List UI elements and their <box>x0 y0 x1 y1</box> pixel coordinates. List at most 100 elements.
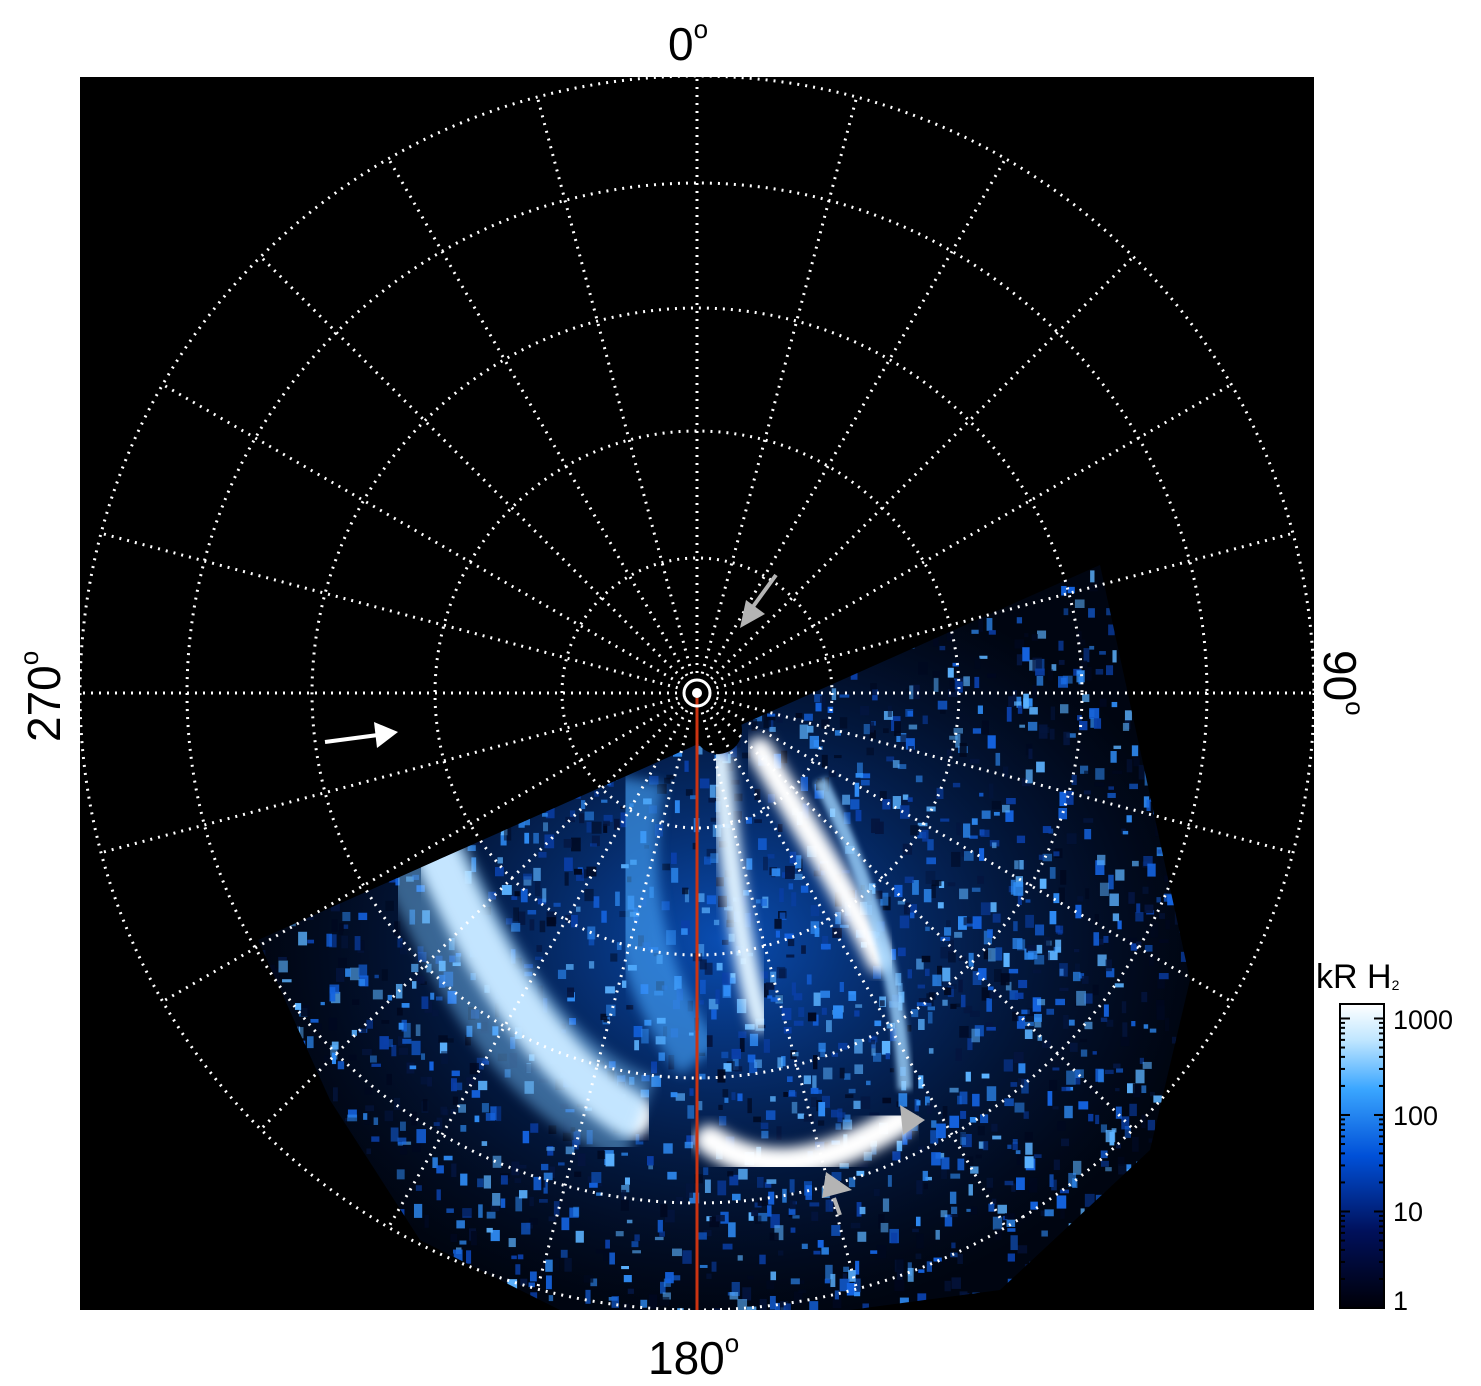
emission-speckle <box>832 1293 842 1309</box>
emission-speckle <box>1144 904 1154 914</box>
emission-speckle <box>523 876 532 886</box>
emission-speckle <box>817 1239 824 1248</box>
emission-speckle <box>776 713 783 723</box>
emission-speckle <box>329 987 336 1002</box>
emission-speckle <box>793 1020 804 1026</box>
emission-speckle <box>842 794 851 805</box>
emission-speckle <box>1089 645 1095 650</box>
emission-speckle <box>1133 757 1140 767</box>
emission-speckle <box>791 982 796 996</box>
emission-speckle <box>830 1109 839 1118</box>
emission-speckle <box>703 1229 712 1237</box>
grid-meridian <box>535 711 694 1290</box>
emission-speckle <box>432 1009 439 1017</box>
emission-speckle <box>330 991 341 1004</box>
emission-speckle <box>949 1191 957 1204</box>
emission-speckle <box>846 1282 856 1296</box>
emission-speckle <box>848 1177 856 1188</box>
emission-speckle <box>1115 869 1125 881</box>
emission-speckle <box>1101 1309 1109 1310</box>
emission-speckle <box>1036 944 1043 954</box>
emission-speckle <box>946 920 951 928</box>
grid-meridian <box>715 696 1294 855</box>
emission-speckle <box>659 1231 665 1237</box>
emission-speckle <box>1075 904 1082 919</box>
emission-speckle <box>541 1163 549 1171</box>
emission-speckle <box>544 834 555 849</box>
label-180-deg: 180o <box>648 1328 740 1384</box>
emission-speckle <box>948 951 956 963</box>
emission-speckle <box>942 999 948 1006</box>
emission-speckle <box>587 1176 595 1183</box>
emission-speckle <box>486 1211 496 1219</box>
emission-speckle <box>887 705 892 718</box>
emission-speckle <box>767 995 773 999</box>
emission-speckle <box>730 977 736 984</box>
emission-speckle <box>1037 630 1047 639</box>
white-arrow <box>324 722 398 748</box>
emission-speckle <box>953 678 963 693</box>
grid-meridian <box>259 706 684 1131</box>
emission-speckle <box>1103 1004 1109 1017</box>
emission-speckle <box>347 1114 358 1122</box>
emission-speckle <box>386 1073 392 1086</box>
emission-speckle <box>698 1073 706 1080</box>
emission-speckle <box>421 1053 426 1060</box>
emission-speckle <box>1011 1183 1016 1192</box>
emission-speckle <box>951 851 961 867</box>
emission-speckle <box>771 868 781 877</box>
emission-speckle <box>775 1302 780 1310</box>
emission-speckle <box>933 677 939 692</box>
emission-speckle <box>572 1140 579 1150</box>
emission-speckle <box>1015 1150 1021 1155</box>
emission-speckle <box>759 1319 768 1329</box>
emission-speckle <box>400 1121 406 1131</box>
emission-speckle <box>1015 876 1023 887</box>
emission-speckle <box>1060 1207 1065 1219</box>
emission-speckle <box>1016 835 1026 844</box>
emission-speckle <box>471 1090 481 1098</box>
emission-speckle <box>736 998 747 1014</box>
emission-speckle <box>1067 586 1075 594</box>
emission-speckle <box>374 1320 381 1325</box>
emission-speckle <box>1122 830 1129 835</box>
emission-speckle <box>492 1193 501 1206</box>
grid-meridian <box>100 696 679 855</box>
emission-speckle <box>640 1299 648 1308</box>
emission-speckle <box>1099 882 1109 897</box>
emission-speckle <box>863 723 870 735</box>
emission-speckle <box>986 618 993 631</box>
emission-speckle <box>574 868 583 875</box>
emission-speckle <box>515 1264 521 1275</box>
emission-speckle <box>854 1010 860 1017</box>
emission-speckle <box>905 688 913 693</box>
emission-speckle <box>1052 1067 1060 1071</box>
emission-speckle <box>381 969 388 981</box>
emission-speckle <box>734 793 743 802</box>
emission-speckle <box>369 1055 377 1063</box>
emission-speckle <box>1010 879 1016 895</box>
emission-speckle <box>1075 1069 1084 1078</box>
emission-speckle <box>372 989 383 1000</box>
emission-speckle <box>763 713 771 729</box>
emission-speckle <box>574 1171 582 1177</box>
emission-speckle <box>838 1042 848 1050</box>
emission-speckle <box>896 1269 903 1280</box>
emission-speckle <box>971 887 981 892</box>
emission-speckle <box>684 1141 693 1149</box>
emission-speckle <box>1100 1150 1108 1159</box>
emission-speckle <box>518 1190 528 1199</box>
emission-speckle <box>744 1024 755 1030</box>
emission-speckle <box>717 895 727 908</box>
emission-speckle <box>662 863 671 871</box>
emission-speckle <box>670 1092 678 1098</box>
emission-speckle <box>1058 659 1065 665</box>
emission-speckle <box>761 1130 769 1139</box>
emission-speckle <box>917 984 926 989</box>
emission-speckle <box>937 700 948 710</box>
emission-speckle <box>337 957 347 968</box>
grid-meridian <box>705 157 1007 677</box>
emission-speckle <box>770 1214 780 1229</box>
emission-speckle <box>1083 648 1090 663</box>
emission-speckle <box>926 857 937 865</box>
